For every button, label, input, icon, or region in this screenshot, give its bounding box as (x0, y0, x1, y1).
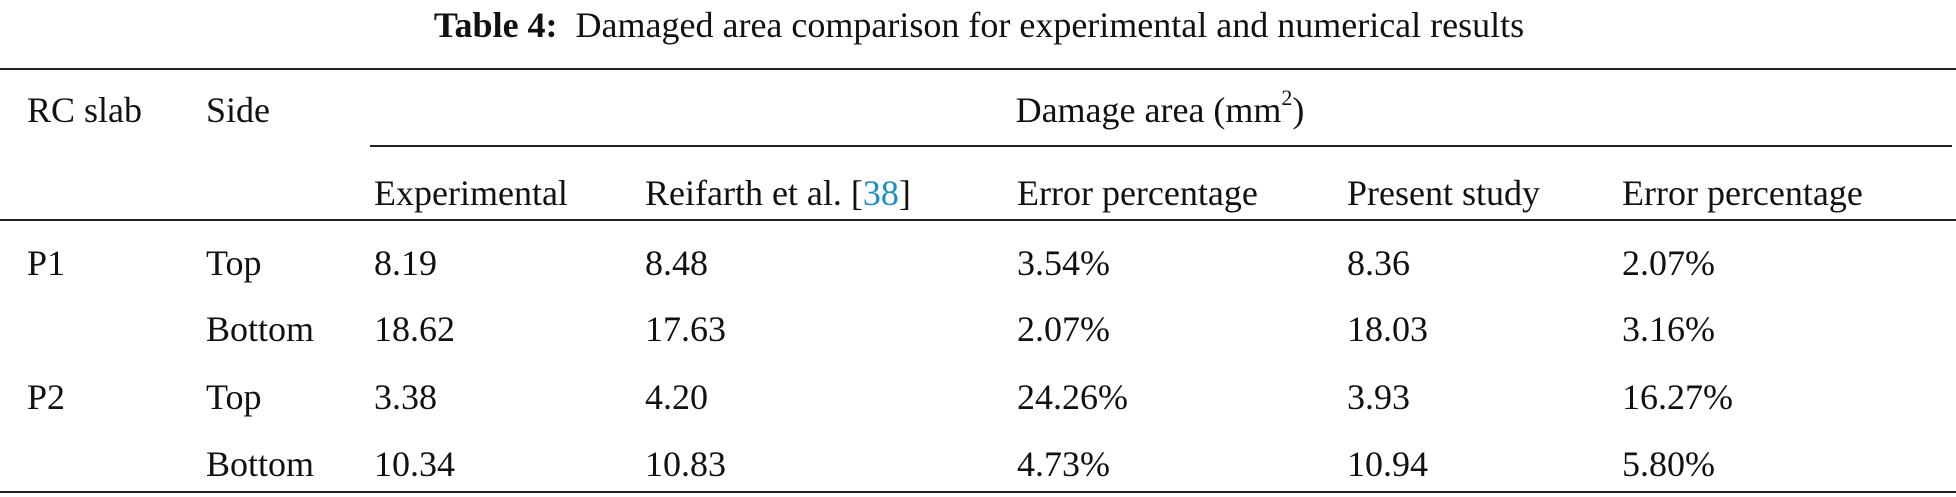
group-header: Damage area (mm2) (1015, 87, 1305, 131)
group-close: ) (1292, 90, 1305, 130)
table-cell: Bottom (206, 309, 315, 349)
table-cell: P1 (27, 243, 66, 283)
table-cell: 17.63 (645, 309, 726, 349)
header-cell: Experimental (374, 173, 568, 213)
table-cell: 18.03 (1347, 309, 1428, 349)
header-rule (0, 219, 1956, 221)
header-cell: Reifarth et al. [38] (645, 173, 911, 213)
header-text: Reifarth et al. [ (645, 173, 863, 213)
table-cell: 8.48 (645, 243, 708, 283)
caption-text: Damaged area comparison for experimental… (575, 5, 1525, 45)
table-cell: Top (206, 377, 262, 417)
superscript: 2 (1281, 85, 1293, 110)
caption: Table 4: Damaged area comparison for exp… (434, 5, 1524, 45)
table-cell: 4.73% (1017, 444, 1110, 484)
table-cell: 3.93 (1347, 377, 1410, 417)
header-cell: Error percentage (1017, 173, 1258, 213)
table-cell: 24.26% (1017, 377, 1128, 417)
table-cell: 10.34 (374, 444, 455, 484)
table-cell: 8.36 (1347, 243, 1410, 283)
reference-link[interactable]: 38 (862, 173, 899, 213)
group-rule (370, 145, 1952, 147)
table-cell: 8.19 (374, 243, 437, 283)
top-rule (0, 68, 1956, 70)
table-cell: P2 (27, 377, 66, 417)
table-cell: 5.80% (1622, 444, 1715, 484)
table-cell: Top (206, 243, 262, 283)
table-cell: 3.38 (374, 377, 437, 417)
table-cell: 16.27% (1622, 377, 1733, 417)
table-cell: 3.54% (1017, 243, 1110, 283)
bottom-rule (0, 491, 1956, 493)
table-cell: 3.16% (1622, 309, 1715, 349)
table-cell: 2.07% (1622, 243, 1715, 283)
table-cell: 10.83 (645, 444, 726, 484)
table-cell: Bottom (206, 444, 315, 484)
header-cell: Error percentage (1622, 173, 1863, 213)
header-cell: Present study (1347, 173, 1540, 213)
header-cell: RC slab (27, 90, 143, 130)
table-cell: 2.07% (1017, 309, 1110, 349)
table-cell: 18.62 (374, 309, 455, 349)
group-text: Damage area (mm (1015, 90, 1282, 130)
caption-label: Table 4: (433, 5, 558, 45)
table-cell: 4.20 (645, 377, 708, 417)
table-cell: 10.94 (1347, 444, 1428, 484)
header-text: ] (898, 173, 911, 213)
header-cell: Side (206, 90, 271, 130)
